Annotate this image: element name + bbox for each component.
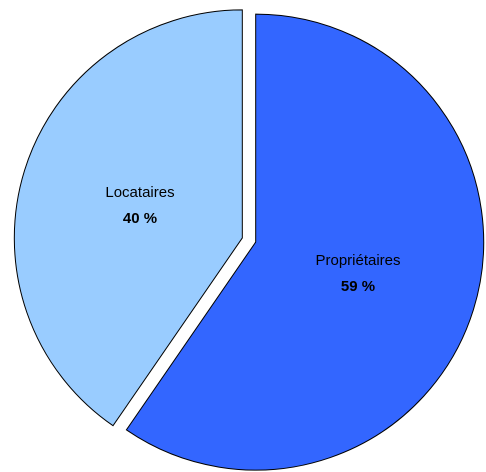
pie-slice	[13, 9, 243, 427]
slice-label: Locataires	[105, 184, 174, 201]
slice-label: Propriétaires	[315, 252, 400, 269]
slice-value-label: 59 %	[341, 278, 375, 295]
slice-value-label: 40 %	[123, 210, 157, 227]
pie-slice	[125, 13, 485, 471]
